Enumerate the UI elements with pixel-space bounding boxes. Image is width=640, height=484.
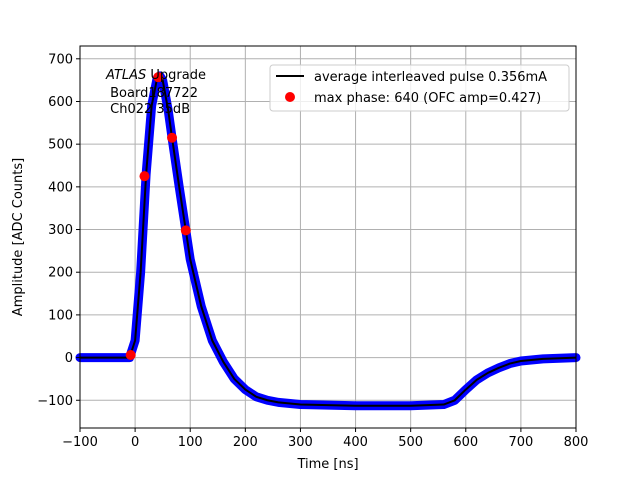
annotation-atlas: ATLAS	[105, 68, 146, 83]
data-points-band	[75, 71, 581, 411]
y-tick-label: 600	[48, 95, 73, 110]
y-tick-label: −100	[37, 394, 73, 409]
annotation-board: Board187722	[106, 86, 198, 101]
legend: average interleaved pulse 0.356mA max ph…	[269, 64, 570, 112]
axes-frame	[79, 45, 577, 429]
max-phase-point	[180, 225, 191, 236]
annotation-upgrade: Upgrade	[146, 68, 206, 83]
y-tick-label: 400	[48, 180, 73, 195]
x-tick-label: 700	[508, 435, 533, 450]
y-tick-label: 0	[65, 351, 73, 366]
max-phase-point	[139, 171, 150, 182]
legend-box	[269, 64, 570, 112]
x-tick-label: 400	[343, 435, 368, 450]
x-tick-label: 300	[288, 435, 313, 450]
y-tick-label: 300	[48, 223, 73, 238]
max-phase-point	[167, 132, 178, 143]
x-tick-label: 200	[233, 435, 258, 450]
y-tick-label: 200	[48, 266, 73, 281]
average-pulse-line	[80, 74, 577, 407]
x-tick-label: 100	[178, 435, 203, 450]
annotation: ATLAS Upgrade Board187722 Ch022 35dB	[105, 68, 206, 117]
y-axis-label: Amplitude [ADC Counts]	[11, 158, 26, 316]
max-phase-point	[153, 72, 164, 83]
x-tick-label: 500	[398, 435, 423, 450]
legend-marker-swatch	[285, 92, 295, 102]
max-phase-point	[125, 350, 136, 361]
x-axis-label: Time [ns]	[296, 457, 358, 472]
legend-label-average: average interleaved pulse 0.356mA	[314, 70, 547, 85]
y-tick-label: 500	[48, 138, 73, 153]
annotation-channel: Ch022 35dB	[106, 102, 190, 117]
x-tick-label: 0	[131, 435, 139, 450]
y-tick-label: 700	[48, 52, 73, 67]
svg-text:ATLAS Upgrade: ATLAS Upgrade	[105, 68, 206, 83]
x-tick-label: 600	[453, 435, 478, 450]
ticks: −100 0 100 200 300 400 500 600 700 800 −100 0 100 200…	[37, 52, 588, 450]
y-tick-label: 100	[48, 308, 73, 323]
legend-label-max-phase: max phase: 640 (OFC amp=0.427)	[314, 91, 541, 106]
x-tick-label: 800	[564, 435, 589, 450]
x-tick-label: −100	[62, 435, 98, 450]
plot-area	[75, 71, 581, 411]
